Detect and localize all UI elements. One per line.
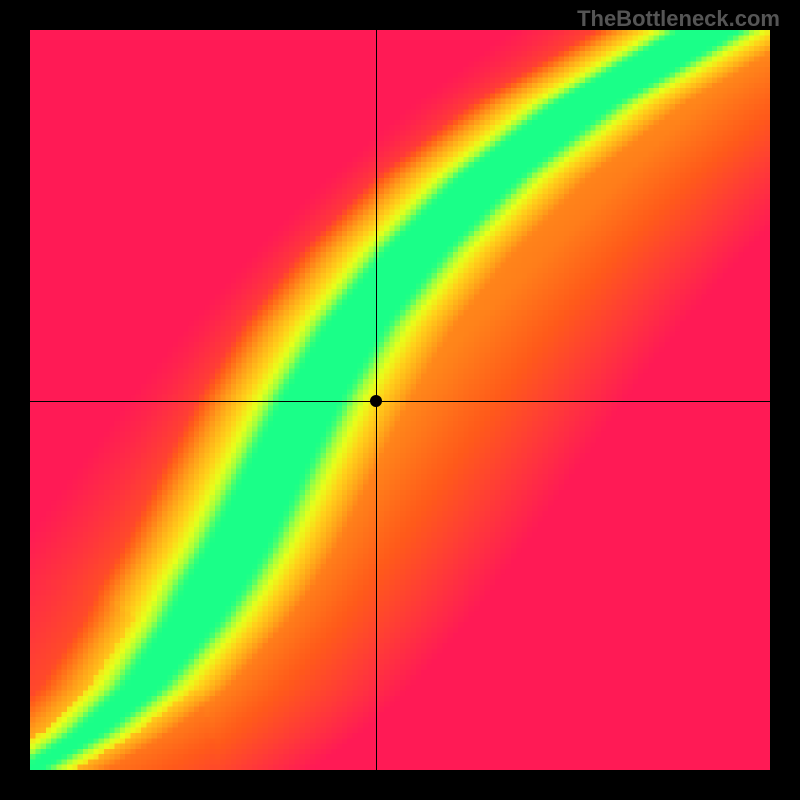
crosshair-horizontal [30, 401, 770, 402]
watermark-text: TheBottleneck.com [577, 6, 780, 32]
chart-container: TheBottleneck.com [0, 0, 800, 800]
